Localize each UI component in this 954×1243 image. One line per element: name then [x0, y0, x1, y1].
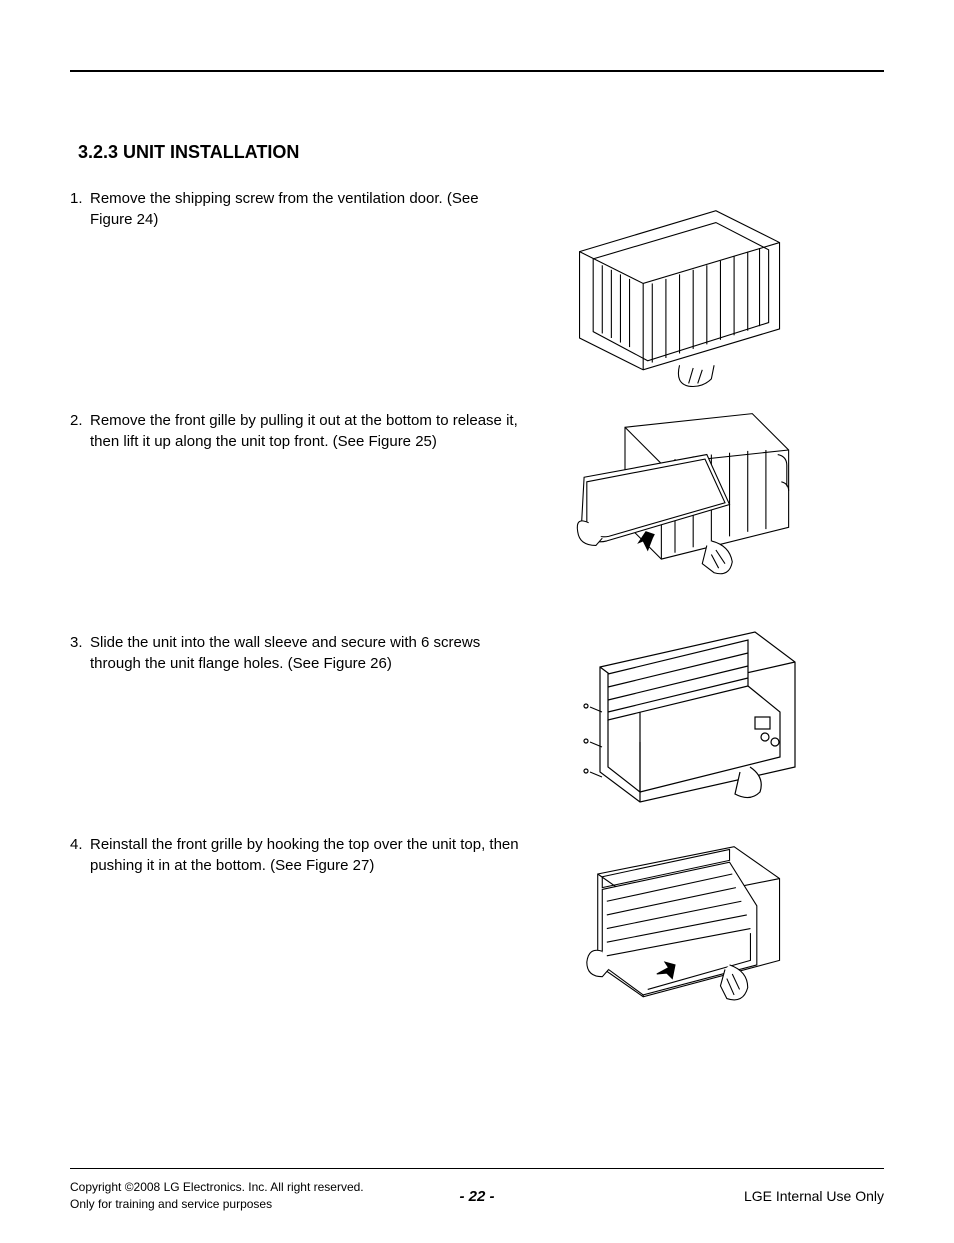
step-number: 3.: [70, 632, 90, 674]
step-number: 1.: [70, 188, 90, 230]
copyright-line1: Copyright ©2008 LG Electronics. Inc. All…: [70, 1179, 364, 1196]
step-number: 2.: [70, 410, 90, 452]
main-content: 3.2.3 UNIT INSTALLATION 1. Remove the sh…: [70, 142, 884, 1036]
step-row-4: 4. Reinstall the front grille by hooking…: [70, 824, 884, 1016]
section-title: 3.2.3 UNIT INSTALLATION: [78, 142, 884, 163]
footer-right-text: LGE Internal Use Only: [744, 1188, 884, 1204]
figure-26-illustration: [540, 612, 810, 812]
figure-24-illustration: [540, 188, 810, 388]
step-row-2: 2. Remove the front gille by pulling it …: [70, 400, 884, 592]
figure-25-illustration: [540, 400, 810, 600]
step-text: Reinstall the front grille by hooking th…: [90, 834, 520, 876]
page-footer: Copyright ©2008 LG Electronics. Inc. All…: [70, 1168, 884, 1213]
copyright-line2: Only for training and service purposes: [70, 1196, 364, 1213]
step-number: 4.: [70, 834, 90, 876]
step-text: Remove the front gille by pulling it out…: [90, 410, 520, 452]
footer-copyright: Copyright ©2008 LG Electronics. Inc. All…: [70, 1179, 364, 1213]
step-text: Slide the unit into the wall sleeve and …: [90, 632, 520, 674]
step-row-1: 1. Remove the shipping screw from the ve…: [70, 188, 884, 380]
page-number: - 22 -: [459, 1188, 494, 1205]
figure-27-illustration: [540, 824, 810, 1024]
step-text: Remove the shipping screw from the venti…: [90, 188, 520, 230]
step-row-3: 3. Slide the unit into the wall sleeve a…: [70, 612, 884, 804]
